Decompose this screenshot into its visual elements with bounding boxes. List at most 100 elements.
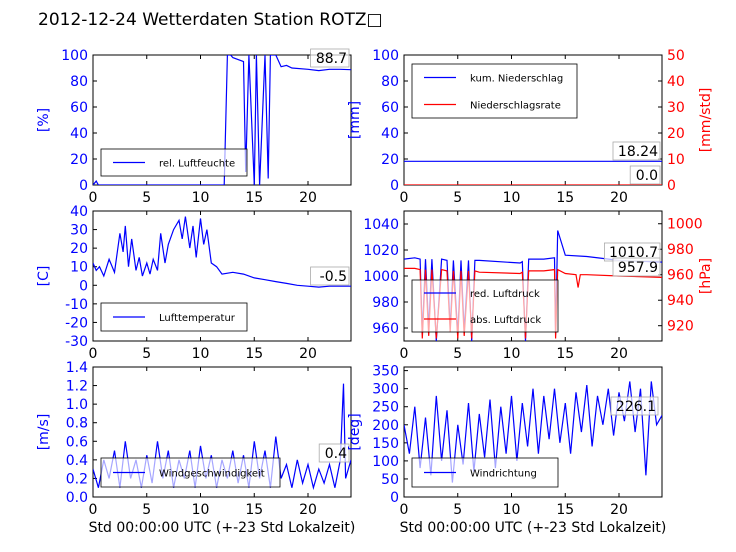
precipitation-y-tick-label: 40 — [381, 126, 399, 142]
temperature-x-tick-label: 20 — [299, 346, 317, 362]
wind_speed-x-tick-label: 20 — [299, 502, 317, 518]
humidity-y-tick-label: 40 — [70, 126, 88, 142]
wind_speed-y-tick-label: 0.8 — [66, 416, 88, 432]
wind_direction-y-tick-label: 100 — [372, 454, 399, 470]
pressure-legend-label: red. Luftdruck — [470, 289, 540, 300]
precipitation-value-box — [629, 165, 661, 185]
wind_direction-x-tick-label: 15 — [556, 502, 574, 518]
precipitation-y2-tick-label: 30 — [667, 100, 685, 116]
humidity-y-axis-label: [%] — [36, 108, 52, 132]
wind_direction-y-tick-label: 150 — [372, 436, 399, 452]
pressure-x-tick-label: 20 — [610, 346, 628, 362]
wind_speed-legend-label: Windgeschwindigkeit — [159, 469, 265, 480]
humidity-x-tick-label: 5 — [142, 190, 151, 206]
humidity-x-tick-label: 10 — [192, 190, 210, 206]
precipitation-y-tick-label: 60 — [381, 100, 399, 116]
wind_direction-y-tick-label: 200 — [372, 418, 399, 434]
wind_direction-y-tick-label: 0 — [390, 490, 399, 506]
wind_direction-y-tick-label: 50 — [381, 472, 399, 488]
precipitation-x-tick-label: 5 — [453, 190, 462, 206]
pressure-y2-axis-label: [hPa] — [698, 258, 714, 294]
humidity-y-tick-label: 0 — [79, 178, 88, 194]
humidity-y-tick-label: 100 — [61, 48, 88, 64]
precipitation-x-tick-label: 0 — [400, 190, 409, 206]
pressure-y2-tick-label: 920 — [667, 319, 694, 335]
humidity-x-tick-label: 15 — [245, 190, 263, 206]
temperature-value-label: -0.5 — [320, 269, 347, 285]
temperature-x-tick-label: 0 — [89, 346, 98, 362]
temperature-x-tick-label: 15 — [245, 346, 263, 362]
precipitation-y2-tick-label: 0 — [667, 178, 676, 194]
pressure-y-tick-label: 1000 — [363, 269, 399, 285]
wind_direction-x-tick-label: 0 — [400, 502, 409, 518]
temperature-series-line-0 — [93, 216, 351, 288]
precipitation-value-label: 0.0 — [636, 168, 658, 184]
pressure-y2-tick-label: 1000 — [667, 217, 703, 233]
precipitation-y-tick-label: 20 — [381, 152, 399, 168]
temperature-y-tick-label: -20 — [65, 315, 88, 331]
precipitation-y2-tick-label: 50 — [667, 48, 685, 64]
pressure-x-tick-label: 15 — [556, 346, 574, 362]
wind_speed-y-axis-label: [m/s] — [36, 414, 52, 451]
precipitation-y2-tick-label: 40 — [667, 74, 685, 90]
wind_direction-value-label: 226.1 — [616, 399, 656, 415]
pressure-y-tick-label: 960 — [372, 321, 399, 337]
wind_speed-y-tick-label: 0.6 — [66, 434, 88, 450]
wind_direction-value-box — [610, 396, 659, 416]
pressure-legend-label: abs. Luftdruck — [470, 315, 541, 326]
pressure-legend-box — [411, 279, 559, 333]
humidity-value-box — [310, 48, 350, 68]
temperature-y-tick-label: 40 — [70, 204, 88, 220]
temperature-y-tick-label: 30 — [70, 223, 88, 239]
precipitation-y2-tick-label: 10 — [667, 152, 685, 168]
wind_direction-y-tick-label: 350 — [372, 364, 399, 380]
pressure-y-tick-label: 1020 — [363, 243, 399, 259]
precipitation-value-label: 18.24 — [618, 144, 658, 160]
precipitation-y-axis-label: [mm] — [347, 101, 363, 139]
wind_direction-x-tick-label: 10 — [503, 502, 521, 518]
humidity-value-label: 88.7 — [316, 51, 347, 67]
precipitation-y-tick-label: 0 — [390, 178, 399, 194]
pressure-y2-tick-label: 980 — [667, 242, 694, 258]
pressure-x-tick-label: 0 — [400, 346, 409, 362]
temperature-value-box — [310, 266, 350, 286]
wind_direction-x-axis-label: Std 00:00:00 UTC (+-23 Std Lokalzeit) — [400, 520, 667, 536]
humidity-y-tick-label: 80 — [70, 74, 88, 90]
precipitation-x-tick-label: 20 — [610, 190, 628, 206]
humidity-y-tick-label: 60 — [70, 100, 88, 116]
precipitation-legend-label: Niederschlagsrate — [470, 101, 561, 112]
wind_direction-x-tick-label: 20 — [610, 502, 628, 518]
pressure-x-tick-label: 10 — [503, 346, 521, 362]
temperature-y-tick-label: 0 — [79, 278, 88, 294]
precipitation-y2-axis-label: [mm/std] — [698, 88, 714, 153]
wind_speed-y-tick-label: 1.0 — [66, 397, 88, 413]
wind_speed-x-tick-label: 5 — [142, 502, 151, 518]
precipitation-y2-tick-label: 20 — [667, 126, 685, 142]
precipitation-x-tick-label: 15 — [556, 190, 574, 206]
temperature-y-tick-label: -30 — [65, 334, 88, 350]
wind_speed-y-tick-label: 0.0 — [66, 490, 88, 506]
temperature-x-tick-label: 10 — [192, 346, 210, 362]
humidity-x-tick-label: 20 — [299, 190, 317, 206]
pressure-y-tick-label: 980 — [372, 295, 399, 311]
pressure-value-label: 1010.7 — [609, 245, 658, 261]
pressure-value-label: 957.9 — [618, 260, 658, 276]
wind_direction-y-tick-label: 250 — [372, 400, 399, 416]
wind_speed-y-tick-label: 1.2 — [66, 379, 88, 395]
wind_direction-legend-label: Windrichtung — [470, 469, 537, 480]
pressure-y-tick-label: 1040 — [363, 217, 399, 233]
wind_speed-y-tick-label: 0.2 — [66, 471, 88, 487]
wind_speed-value-box — [318, 443, 350, 463]
pressure-x-tick-label: 5 — [453, 346, 462, 362]
precipitation-y-tick-label: 100 — [372, 48, 399, 64]
temperature-y-tick-label: -10 — [65, 297, 88, 313]
wind_direction-y-tick-label: 300 — [372, 382, 399, 398]
wind_speed-value-label: 0.4 — [325, 446, 347, 462]
wind_speed-x-tick-label: 10 — [192, 502, 210, 518]
pressure-value-box — [612, 257, 661, 277]
wind_direction-series-line-0 — [404, 381, 662, 483]
wind_speed-y-tick-label: 1.4 — [66, 360, 88, 376]
precipitation-value-box — [612, 141, 661, 161]
precipitation-y-tick-label: 80 — [381, 74, 399, 90]
